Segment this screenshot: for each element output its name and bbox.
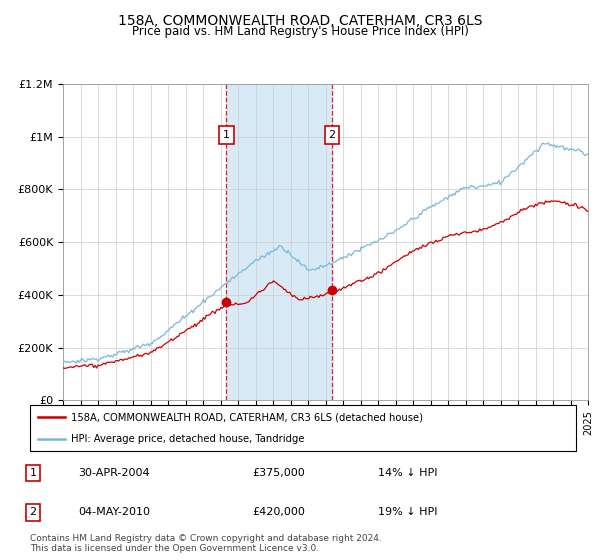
Text: Contains HM Land Registry data © Crown copyright and database right 2024.
This d: Contains HM Land Registry data © Crown c…	[30, 534, 382, 553]
Text: HPI: Average price, detached house, Tandridge: HPI: Average price, detached house, Tand…	[71, 435, 304, 444]
Text: 2: 2	[29, 507, 37, 517]
Text: 14% ↓ HPI: 14% ↓ HPI	[378, 468, 437, 478]
Text: 158A, COMMONWEALTH ROAD, CATERHAM, CR3 6LS (detached house): 158A, COMMONWEALTH ROAD, CATERHAM, CR3 6…	[71, 412, 423, 422]
Text: 30-APR-2004: 30-APR-2004	[78, 468, 149, 478]
Text: 1: 1	[223, 129, 230, 139]
Text: £420,000: £420,000	[252, 507, 305, 517]
Text: 1: 1	[29, 468, 37, 478]
Text: Price paid vs. HM Land Registry's House Price Index (HPI): Price paid vs. HM Land Registry's House …	[131, 25, 469, 38]
Text: 2: 2	[328, 129, 335, 139]
Text: 19% ↓ HPI: 19% ↓ HPI	[378, 507, 437, 517]
Text: 04-MAY-2010: 04-MAY-2010	[78, 507, 150, 517]
Bar	[226, 84, 332, 400]
Text: £375,000: £375,000	[252, 468, 305, 478]
Text: 158A, COMMONWEALTH ROAD, CATERHAM, CR3 6LS: 158A, COMMONWEALTH ROAD, CATERHAM, CR3 6…	[118, 14, 482, 28]
